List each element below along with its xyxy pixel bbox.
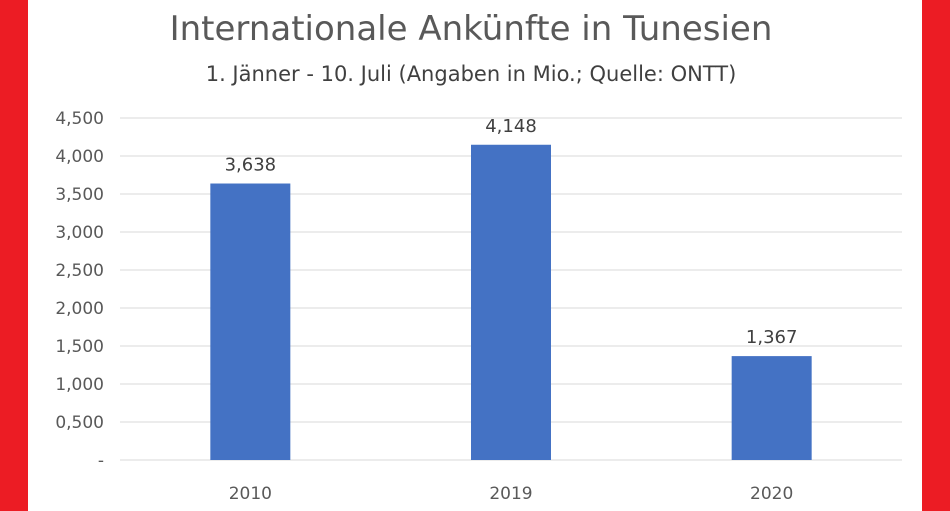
bars (210, 144, 812, 460)
chart-frame: Internationale Ankünfte in Tunesien 1. J… (28, 0, 922, 511)
data-label-2010: 3,638 (225, 155, 277, 176)
bar-2010 (210, 183, 291, 460)
y-tick-label: 1,500 (55, 337, 104, 357)
y-tick-label: 1,000 (55, 375, 104, 395)
y-tick-label: 2,000 (55, 299, 104, 319)
bar-chart: Internationale Ankünfte in Tunesien 1. J… (55, 9, 902, 504)
data-label-2020: 1,367 (746, 327, 798, 348)
data-labels: 3,638 4,148 1,367 (225, 116, 798, 348)
category-label-2020: 2020 (750, 484, 793, 504)
y-tick-label: 3,000 (55, 223, 104, 243)
y-axis-ticks: - 0,500 1,000 1,500 2,000 2,500 3,000 3,500 4,00… (55, 109, 104, 471)
y-tick-label: 4,000 (55, 147, 104, 167)
category-label-2010: 2010 (229, 484, 272, 504)
y-tick-label: 3,500 (55, 185, 104, 205)
category-label-2019: 2019 (489, 484, 532, 504)
x-axis-categories: 2010 2019 2020 (229, 484, 794, 504)
y-tick-label: 2,500 (55, 261, 104, 281)
chart-title: Internationale Ankünfte in Tunesien (170, 9, 773, 49)
y-tick-label: 0,500 (55, 413, 104, 433)
data-label-2019: 4,148 (485, 116, 537, 137)
bar-2020 (731, 356, 812, 460)
bar-2019 (471, 144, 551, 460)
y-tick-label: 4,500 (55, 109, 104, 129)
chart-subtitle: 1. Jänner - 10. Juli (Angaben in Mio.; Q… (206, 62, 737, 86)
y-tick-label: - (98, 451, 104, 471)
